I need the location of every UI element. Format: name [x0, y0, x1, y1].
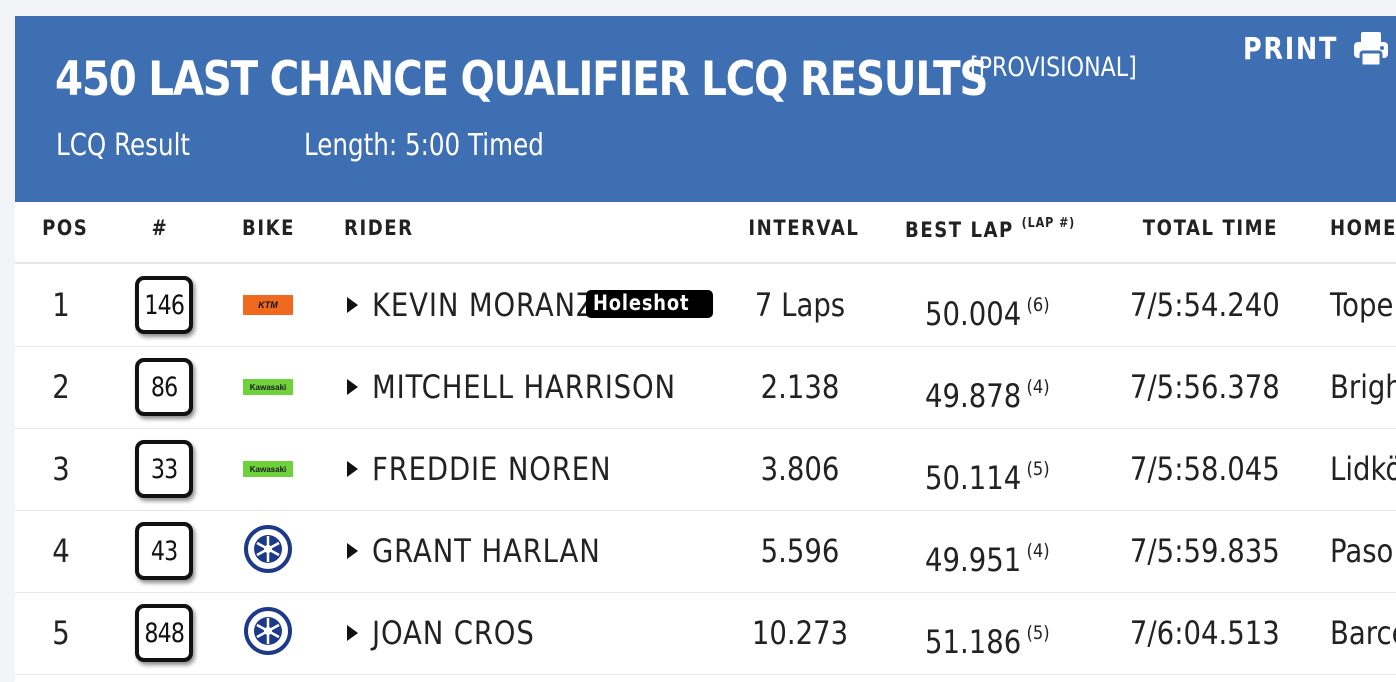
- table-row: 2 86 Kawasaki MITCHELL HARRISON 2.138 49.878(…: [15, 346, 1396, 429]
- rider-number: 86: [150, 371, 178, 403]
- rider-number: 43: [150, 535, 178, 567]
- rider-cell[interactable]: GRANT HARLAN: [347, 510, 638, 592]
- home-cell: Lidkö: [1330, 450, 1396, 488]
- best-lap-cell: 49.878 (4): [925, 346, 1050, 428]
- rider-name: MITCHELL HARRISON: [372, 368, 676, 406]
- best-lap-value: 49.951: [925, 541, 1022, 579]
- kawasaki-logo-icon: Kawasaki: [243, 461, 293, 477]
- expand-triangle-icon[interactable]: [347, 543, 358, 559]
- bike-cell: [242, 592, 294, 674]
- column-home: HOME: [1330, 216, 1396, 240]
- rider-cell[interactable]: FREDDIE NOREN: [347, 428, 650, 510]
- pos-cell: 2: [52, 368, 70, 406]
- total-time-cell: 7/5:56.378: [1129, 368, 1280, 406]
- column-best-lap: BEST LAP (LAP #): [905, 216, 1075, 242]
- rider-name: KEVIN MORANZ: [372, 286, 596, 324]
- number-plate: 43: [135, 522, 193, 580]
- bike-cell: KTM: [242, 264, 294, 346]
- best-lap-cell: 51.186 (5): [925, 592, 1050, 674]
- kawasaki-logo-icon: Kawasaki: [243, 379, 293, 395]
- bike-cell: [242, 510, 294, 592]
- results-header: 450 LAST CHANCE QUALIFIER LCQ RESULTS [P…: [15, 16, 1396, 202]
- best-lap-cell: 49.951 (4): [925, 510, 1050, 592]
- yamaha-logo-icon: [243, 606, 293, 661]
- home-cell: Barce: [1330, 614, 1396, 652]
- best-lap-value: 51.186: [925, 623, 1022, 661]
- pos-cell: 5: [52, 614, 70, 652]
- interval-cell: 5.596: [760, 532, 840, 570]
- best-lap-number: (5): [1026, 622, 1050, 644]
- pos-cell: 3: [52, 450, 70, 488]
- expand-triangle-icon[interactable]: [347, 297, 358, 313]
- race-length-label: Length: 5:00 Timed: [304, 128, 544, 163]
- best-lap-value: 49.878: [925, 377, 1022, 415]
- best-lap-label: BEST LAP: [905, 218, 1014, 242]
- rider-name: GRANT HARLAN: [372, 532, 601, 570]
- bike-cell: Kawasaki: [242, 346, 294, 428]
- best-lap-value: 50.114: [925, 459, 1022, 497]
- results-card: 450 LAST CHANCE QUALIFIER LCQ RESULTS [P…: [15, 16, 1396, 682]
- number-plate: 86: [135, 358, 193, 416]
- rider-cell[interactable]: KEVIN MORANZ: [347, 264, 632, 346]
- total-time-cell: 7/5:58.045: [1129, 450, 1280, 488]
- total-time-cell: 7/5:54.240: [1129, 286, 1280, 324]
- rider-number: 146: [144, 289, 185, 321]
- best-lap-value: 50.004: [925, 295, 1022, 333]
- rider-number: 33: [150, 453, 178, 485]
- total-time-cell: 7/6:04.513: [1129, 614, 1280, 652]
- expand-triangle-icon[interactable]: [347, 625, 358, 641]
- ktm-logo-icon: KTM: [243, 295, 293, 315]
- interval-cell: 2.138: [760, 368, 840, 406]
- best-lap-cell: 50.004 (6): [925, 264, 1050, 346]
- print-label: PRINT: [1243, 31, 1339, 67]
- table-row: 1 146 KTM KEVIN MORANZ Holeshot 7 Laps 50.004(…: [15, 264, 1396, 347]
- pos-cell: 1: [52, 286, 70, 324]
- column-interval: INTERVAL: [748, 216, 860, 240]
- expand-triangle-icon[interactable]: [347, 461, 358, 477]
- number-plate: 146: [135, 276, 193, 334]
- home-cell: Paso: [1330, 532, 1394, 570]
- number-plate: 848: [135, 604, 193, 662]
- rider-cell[interactable]: MITCHELL HARRISON: [347, 346, 725, 428]
- column-bike: BIKE: [242, 216, 296, 240]
- total-time-cell: 7/5:59.835: [1129, 532, 1280, 570]
- bike-cell: Kawasaki: [242, 428, 294, 510]
- table-row: 5 848 JOAN CROS 10.273 51.186 (5) 7/6:04.513 Ba…: [15, 592, 1396, 675]
- table-row: 4 43 GRANT HARLAN 5.596 49.951 (4) 7/5:59.835 P…: [15, 510, 1396, 593]
- yamaha-logo-icon: [243, 524, 293, 579]
- page-title: 450 LAST CHANCE QUALIFIER LCQ RESULTS: [55, 52, 988, 107]
- printer-icon: [1353, 32, 1388, 68]
- rider-name: JOAN CROS: [372, 614, 535, 652]
- best-lap-note: (LAP #): [1021, 216, 1076, 231]
- best-lap-number: (4): [1026, 540, 1050, 562]
- rider-number: 848: [144, 617, 185, 649]
- column-total-time: TOTAL TIME: [1142, 216, 1278, 240]
- best-lap-number: (4): [1026, 376, 1050, 398]
- table-header: POS # BIKE RIDER INTERVAL BEST LAP (LAP …: [15, 202, 1396, 264]
- best-lap-cell: 50.114 (5): [925, 428, 1050, 510]
- expand-triangle-icon[interactable]: [347, 379, 358, 395]
- table-row: 3 33 Kawasaki FREDDIE NOREN 3.806 50.114 (5) 7/…: [15, 428, 1396, 511]
- print-button[interactable]: PRINT: [1243, 30, 1391, 68]
- rider-cell[interactable]: JOAN CROS: [347, 592, 561, 674]
- best-lap-number: (6): [1026, 294, 1050, 316]
- column-number: #: [151, 216, 169, 240]
- column-rider: RIDER: [344, 216, 414, 240]
- result-type-label: LCQ Result: [56, 128, 191, 163]
- number-plate: 33: [135, 440, 193, 498]
- rider-name: FREDDIE NOREN: [372, 450, 612, 488]
- pos-cell: 4: [52, 532, 70, 570]
- home-cell: Tope: [1330, 286, 1394, 324]
- interval-cell: 3.806: [760, 450, 840, 488]
- home-cell: Brigh: [1330, 368, 1396, 406]
- interval-cell: 7 Laps: [754, 286, 846, 324]
- holeshot-badge: Holeshot: [586, 290, 714, 318]
- column-pos: POS: [42, 216, 89, 240]
- best-lap-number: (5): [1026, 458, 1050, 480]
- status-label: [PROVISIONAL]: [970, 52, 1137, 83]
- interval-cell: 10.273: [751, 614, 849, 652]
